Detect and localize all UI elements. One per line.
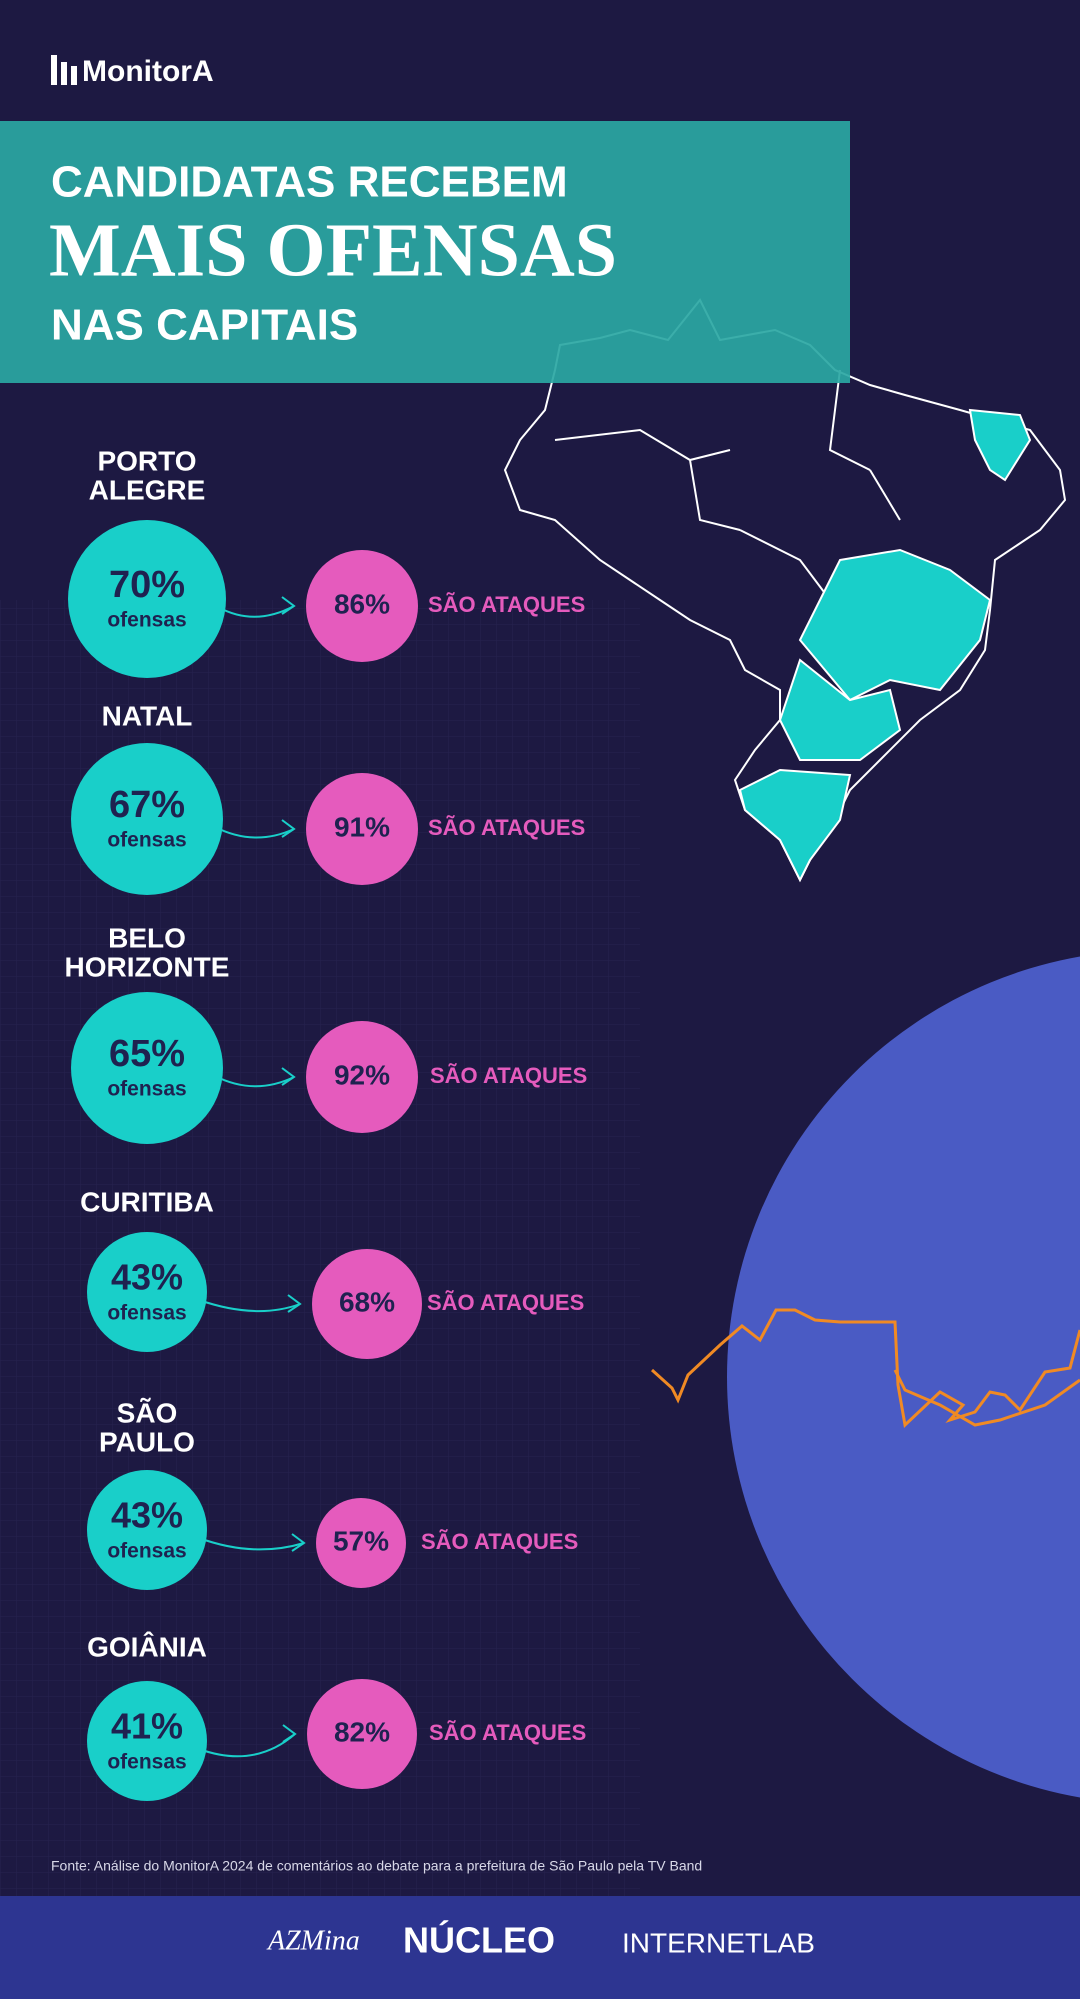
offense-label: ofensas [107, 1751, 186, 1774]
attack-pct: 86% [334, 588, 390, 619]
attack-circle [306, 550, 418, 662]
offense-pct: 65% [109, 1033, 185, 1075]
offense-circle [71, 743, 223, 895]
attack-pct: 92% [334, 1059, 390, 1090]
arrow-head [281, 819, 296, 838]
title-line-2: MAIS OFENSAS [49, 208, 617, 292]
arrow-head [291, 1533, 306, 1552]
arrow [214, 826, 295, 839]
offense-pct: 43% [111, 1257, 183, 1298]
arrow-head [282, 1724, 297, 1743]
attack-label: SÃO ATAQUES [428, 815, 585, 840]
arrow-head [281, 1067, 296, 1086]
logo-icon [51, 55, 57, 85]
offense-pct: 43% [111, 1495, 183, 1536]
state-highlight [778, 658, 902, 761]
attack-pct: 68% [339, 1286, 395, 1317]
state-borders [554, 369, 901, 601]
logo: MonitorA [51, 55, 214, 88]
logo-icon [61, 62, 67, 85]
offense-label: ofensas [107, 829, 186, 852]
offense-circle [87, 1681, 207, 1801]
arrow-head [287, 1294, 302, 1313]
offense-circle [87, 1470, 207, 1590]
offense-label: ofensas [107, 1078, 186, 1101]
arrow [198, 1537, 305, 1551]
city-name: CURITIBA [80, 1186, 214, 1217]
attack-label: SÃO ATAQUES [430, 1063, 587, 1088]
orange-line-2 [893, 1369, 1080, 1427]
attack-label: SÃO ATAQUES [427, 1290, 584, 1315]
offense-pct: 41% [111, 1706, 183, 1747]
offense-label: ofensas [107, 1540, 186, 1563]
arrow-head [281, 596, 296, 615]
attack-pct: 57% [333, 1525, 389, 1556]
city-name: HORIZONTE [65, 951, 230, 982]
map [503, 298, 1067, 883]
offense-pct: 67% [109, 784, 185, 826]
source: Fonte: Análise do MonitorA 2024 de comen… [51, 1858, 702, 1874]
attack-circle [306, 773, 418, 885]
offense-label: ofensas [107, 609, 186, 632]
attack-circle [316, 1498, 406, 1588]
city-name: BELO [108, 922, 186, 953]
city-name: NATAL [102, 700, 193, 731]
offense-circle [68, 520, 226, 678]
big-circle [727, 956, 1080, 1798]
title-banner [0, 121, 850, 383]
offense-label: ofensas [107, 1302, 186, 1325]
footer-bar [0, 1896, 1080, 1999]
attack-circle [306, 1021, 418, 1133]
city-name: PAULO [99, 1426, 195, 1457]
city-name: ALEGRE [89, 474, 206, 505]
attack-label: SÃO ATAQUES [429, 1720, 586, 1745]
footer-logo: NÚCLEO [403, 1919, 555, 1961]
attack-pct: 91% [334, 811, 390, 842]
arrow [217, 605, 295, 618]
attack-label: SÃO ATAQUES [428, 592, 585, 617]
title-line-3: NAS CAPITAIS [51, 301, 358, 350]
offense-circle [87, 1232, 207, 1352]
city-name: SÃO [117, 1397, 178, 1428]
attack-circle [312, 1249, 422, 1359]
brand: MonitorA [82, 55, 214, 88]
state-highlight [738, 768, 852, 883]
logo-icon [71, 66, 77, 85]
decor [650, 956, 1080, 1798]
attack-circle [307, 1679, 417, 1789]
title-line-1: CANDIDATAS RECEBEM [51, 158, 568, 207]
attack-pct: 82% [334, 1716, 390, 1747]
orange-line [650, 1308, 1080, 1429]
arrow [214, 1075, 295, 1088]
offense-circle [71, 992, 223, 1144]
footer-logo: INTERNETLAB [622, 1927, 815, 1958]
attack-label: SÃO ATAQUES [421, 1529, 578, 1554]
arrow [198, 1299, 301, 1313]
offense-pct: 70% [109, 564, 185, 606]
city-name: GOIÂNIA [87, 1631, 207, 1662]
footer-logo: AZMina [266, 1925, 360, 1956]
city-name: PORTO [97, 445, 196, 476]
state-highlight [968, 408, 1032, 482]
state-highlight [798, 548, 992, 702]
